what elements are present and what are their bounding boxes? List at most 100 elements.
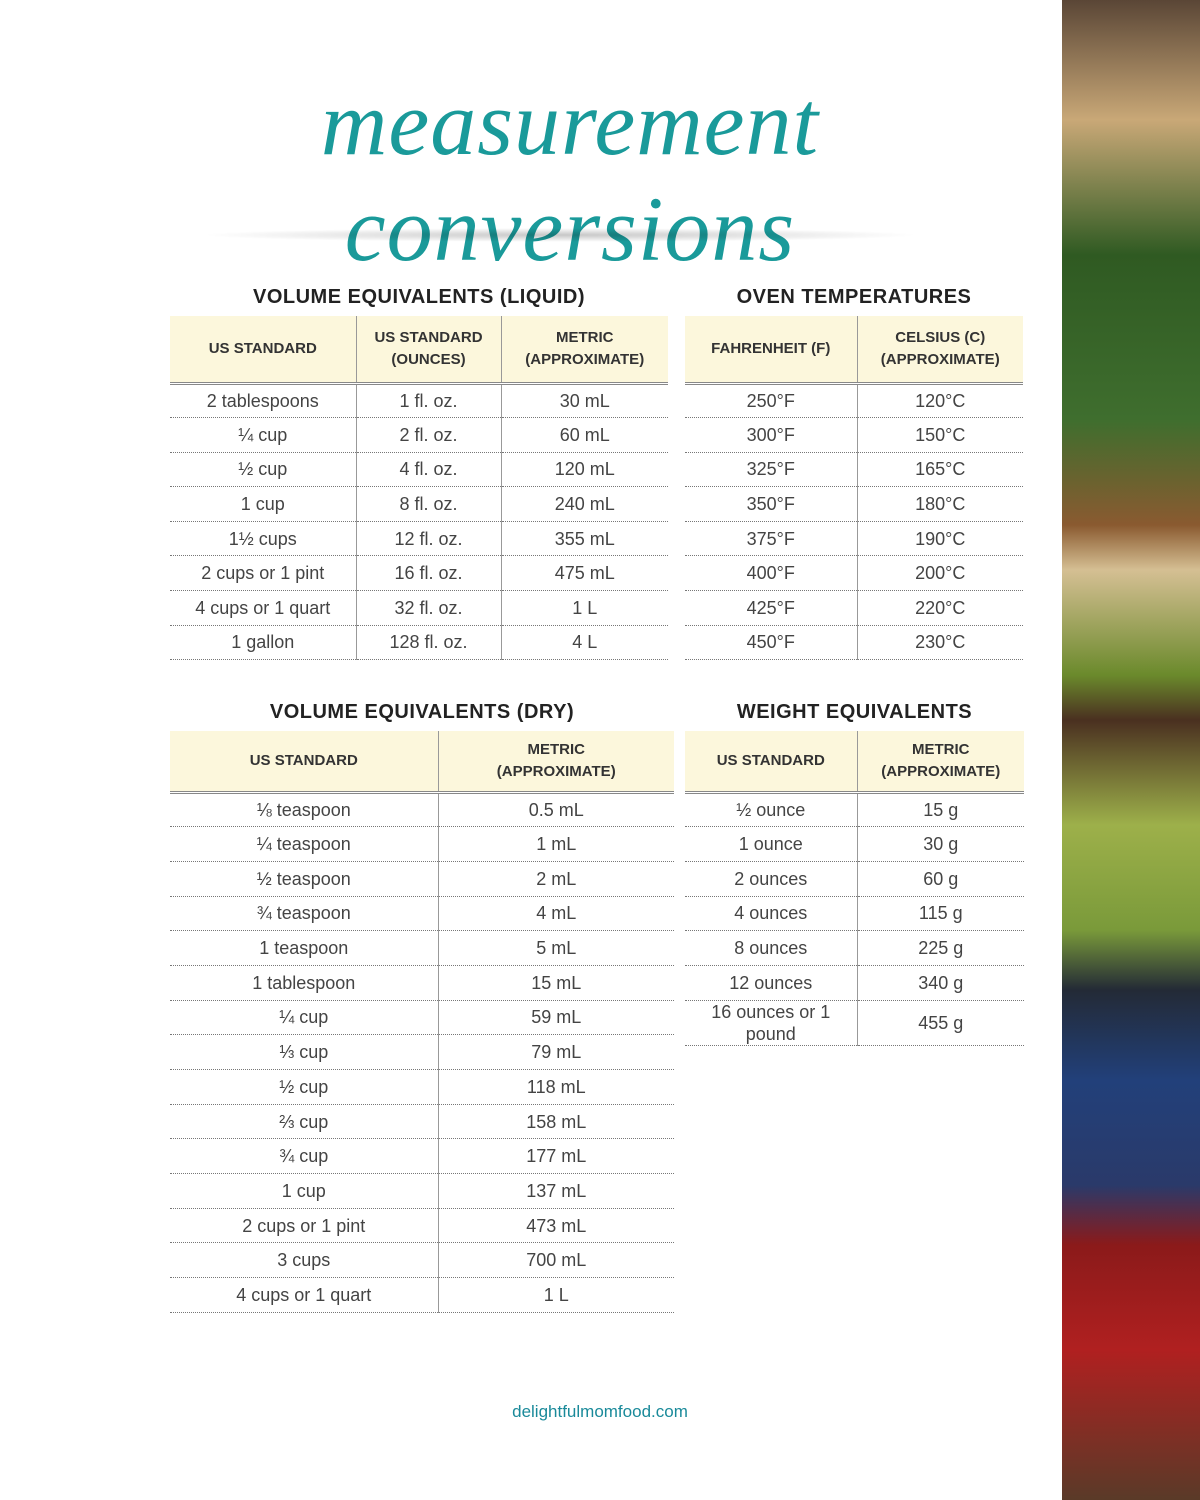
table-cell: 8 ounces: [685, 930, 857, 966]
header-row: US STANDARD METRIC (APPROXIMATE): [170, 731, 674, 794]
table-cell: 12 fl. oz.: [355, 521, 501, 557]
header-cell: US STANDARD: [685, 731, 857, 794]
table-cell: ⅔ cup: [170, 1104, 438, 1140]
table-cell: 225 g: [856, 930, 1024, 966]
table-head: US STANDARD METRIC (APPROXIMATE): [685, 731, 1024, 794]
table-row: 2 ounces 60 g: [685, 861, 1024, 897]
table-cell: 3 cups: [170, 1242, 438, 1279]
table-cell: ⅛ teaspoon: [170, 792, 438, 828]
table-cell: ¼ cup: [170, 1000, 438, 1036]
table-row: 4 cups or 1 quart 1 L: [170, 1277, 674, 1313]
table-cell: 79 mL: [437, 1034, 674, 1070]
conversion-table: US STANDARD US STANDARD (OUNCES) METRIC (APP…: [170, 316, 668, 661]
table-cell: 190°C: [856, 521, 1023, 557]
table-row: ⅓ cup 79 mL: [170, 1034, 674, 1070]
section-title: VOLUME EQUIVALENTS (DRY): [269, 701, 575, 723]
table-cell: 59 mL: [437, 1000, 674, 1036]
table-cell: 1 L: [500, 590, 668, 626]
table-cell: 220°C: [856, 590, 1023, 626]
table-cell: 425°F: [685, 590, 857, 626]
header-cell: METRIC (APPROXIMATE): [500, 316, 668, 385]
table-row: 2 cups or 1 pint 16 fl. oz. 475 mL: [170, 555, 668, 592]
table-cell: 4 cups or 1 quart: [170, 1277, 438, 1313]
table-cell: 30 mL: [500, 383, 668, 419]
table-cell: 4 fl. oz.: [355, 452, 501, 488]
table-cell: 158 mL: [437, 1104, 674, 1140]
table-row: ⅔ cup 158 mL: [170, 1104, 674, 1140]
header-line: (APPROXIMATE): [496, 762, 616, 780]
table-row: 2 cups or 1 pint 473 mL: [170, 1208, 674, 1244]
table-cell: 12 ounces: [685, 965, 857, 1001]
table-cell: 450°F: [685, 625, 857, 661]
table-body: 2 tablespoons 1 fl. oz. 30 mL ¼ cup 2 fl. oz…: [170, 383, 668, 661]
table-cell: 177 mL: [437, 1138, 674, 1175]
section-title: OVEN TEMPERATURES: [736, 286, 972, 308]
header-line: (APPROXIMATE): [881, 762, 1001, 780]
table-row: ½ teaspoon 2 mL: [170, 861, 674, 897]
liquid-section: VOLUME EQUIVALENTS (LIQUID) US STANDARD US…: [170, 286, 668, 661]
table-cell: 2 ounces: [685, 861, 857, 897]
conversion-table: US STANDARD METRIC (APPROXIMATE) ½ ounce 15 …: [685, 731, 1024, 1046]
table-cell: 60 mL: [500, 417, 668, 453]
table-row: 1 cup 8 fl. oz. 240 mL: [170, 486, 668, 522]
weight-section: WEIGHT EQUIVALENTS US STANDARD METRIC (APPR…: [685, 701, 1024, 1046]
table-body: 250°F 120°C 300°F 150°C 325°F 165°C 350°F 180°C…: [685, 383, 1023, 661]
header-line: US STANDARD: [716, 751, 825, 769]
header-line: METRIC: [527, 740, 586, 758]
table-row: 450°F 230°C: [685, 625, 1023, 661]
table-row: 1 ounce 30 g: [685, 826, 1024, 862]
table-row: 4 cups or 1 quart 32 fl. oz. 1 L: [170, 590, 668, 626]
footer-link[interactable]: delightfulmomfood.com: [512, 1402, 688, 1421]
table-row: 1 teaspoon 5 mL: [170, 930, 674, 966]
table-cell: 1 L: [437, 1277, 674, 1313]
table-cell: 4 cups or 1 quart: [170, 590, 356, 626]
table-cell: ½ ounce: [685, 792, 857, 828]
table-row: 325°F 165°C: [685, 452, 1023, 488]
table-cell: 165°C: [856, 452, 1023, 488]
table-cell: 30 g: [856, 826, 1024, 862]
header-cell: FAHRENHEIT (F): [685, 316, 857, 385]
section-title: WEIGHT EQUIVALENTS: [736, 701, 973, 723]
table-cell: 180°C: [856, 486, 1023, 522]
header-line: US STANDARD: [249, 751, 358, 769]
conversion-table: US STANDARD METRIC (APPROXIMATE) ⅛ teaspoon…: [170, 731, 674, 1313]
table-cell: 240 mL: [500, 486, 668, 522]
table-cell: ¼ teaspoon: [170, 826, 438, 862]
header-line: FAHRENHEIT (F): [711, 339, 831, 357]
table-row: 1 gallon 128 fl. oz. 4 L: [170, 625, 668, 661]
table-head: FAHRENHEIT (F) CELSIUS (C) (APPROXIMATE): [685, 316, 1023, 385]
food-photo-strip: [1062, 0, 1200, 1500]
table-row: ¼ cup 2 fl. oz. 60 mL: [170, 417, 668, 453]
header-row: FAHRENHEIT (F) CELSIUS (C) (APPROXIMATE): [685, 316, 1023, 385]
table-cell: 700 mL: [437, 1242, 674, 1279]
table-cell: 325°F: [685, 452, 857, 488]
table-cell: ½ cup: [170, 452, 356, 488]
table-cell: 1 teaspoon: [170, 930, 438, 966]
table-head: US STANDARD METRIC (APPROXIMATE): [170, 731, 674, 794]
table-cell: 455 g: [856, 1000, 1024, 1046]
table-row: ¼ cup 59 mL: [170, 1000, 674, 1036]
table-cell: 1 gallon: [170, 625, 356, 661]
section-title: VOLUME EQUIVALENTS (LIQUID): [252, 286, 585, 308]
table-cell: 15 g: [856, 792, 1024, 828]
table-row: ¾ teaspoon 4 mL: [170, 896, 674, 932]
table-cell: ¾ teaspoon: [170, 896, 438, 932]
table-cell: 2 cups or 1 pint: [170, 555, 356, 592]
table-cell: 375°F: [685, 521, 857, 557]
table-cell: 16 fl. oz.: [355, 555, 501, 592]
table-row: 425°F 220°C: [685, 590, 1023, 626]
table-row: 16 ounces or 1 pound 455 g: [685, 1000, 1024, 1046]
table-body: ⅛ teaspoon 0.5 mL ¼ teaspoon 1 mL ½ teaspoon…: [170, 792, 674, 1313]
table-cell: 340 g: [856, 965, 1024, 1001]
header-row: US STANDARD METRIC (APPROXIMATE): [685, 731, 1024, 794]
dry-section: VOLUME EQUIVALENTS (DRY) US STANDARD METRI…: [170, 701, 674, 1313]
header-line: (APPROXIMATE): [880, 350, 1000, 368]
table-cell: 473 mL: [437, 1208, 674, 1244]
table-cell: 4 mL: [437, 896, 674, 932]
table-cell: ⅓ cup: [170, 1034, 438, 1070]
table-row: ¾ cup 177 mL: [170, 1138, 674, 1175]
table-cell: 250°F: [685, 383, 857, 419]
header-line: CELSIUS (C): [895, 328, 986, 346]
